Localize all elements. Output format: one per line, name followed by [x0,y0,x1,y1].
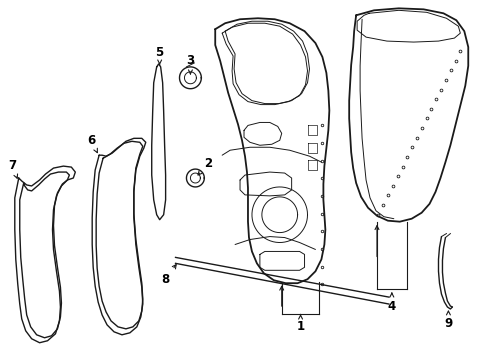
Text: 2: 2 [198,157,212,175]
Text: 8: 8 [162,265,176,286]
Text: 6: 6 [87,134,98,153]
Text: 7: 7 [8,159,18,178]
Text: 3: 3 [186,54,195,74]
Text: 4: 4 [388,293,396,312]
Text: 9: 9 [444,311,453,330]
Text: 1: 1 [296,315,305,333]
Text: 5: 5 [155,46,164,65]
